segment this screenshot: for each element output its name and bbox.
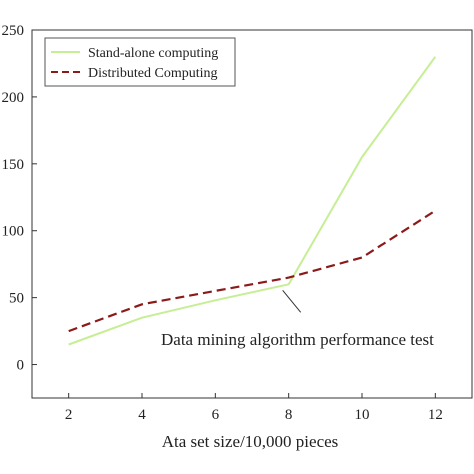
series-line-1 [68,56,437,346]
legend-label: Stand-alone computing [88,46,218,61]
y-tick-label: 0 [17,358,25,374]
annotation-leader [282,289,302,313]
plot-frame [31,29,473,399]
y-tick-label: 250 [2,23,25,39]
x-tick-label: 4 [138,407,146,423]
y-tick-label: 100 [2,224,25,240]
y-axis: 0 50 100 150 200 250 [2,23,37,374]
y-tick-label: 50 [9,291,24,307]
x-tick-label: 10 [355,407,370,423]
legend: Stand-alone computing Distributed Computi… [44,37,236,87]
series-line-2 [68,209,436,333]
annotation-layer: Data mining algorithm performance test [161,289,434,349]
legend-label: Distributed Computing [88,66,218,81]
x-tick-label: 12 [428,407,443,423]
legend-box [44,37,236,87]
y-tick-label: 150 [2,157,25,173]
x-tick-label: 6 [212,407,220,423]
x-tick-label: 8 [285,407,293,423]
x-axis: 2 4 6 8 10 12 [65,393,443,423]
x-axis-title: Ata set size/10,000 pieces [162,432,339,451]
y-tick-label: 200 [2,90,25,106]
series-layer [68,56,437,346]
x-tick-label: 2 [65,407,73,423]
annotation-text: Data mining algorithm performance test [161,330,434,349]
